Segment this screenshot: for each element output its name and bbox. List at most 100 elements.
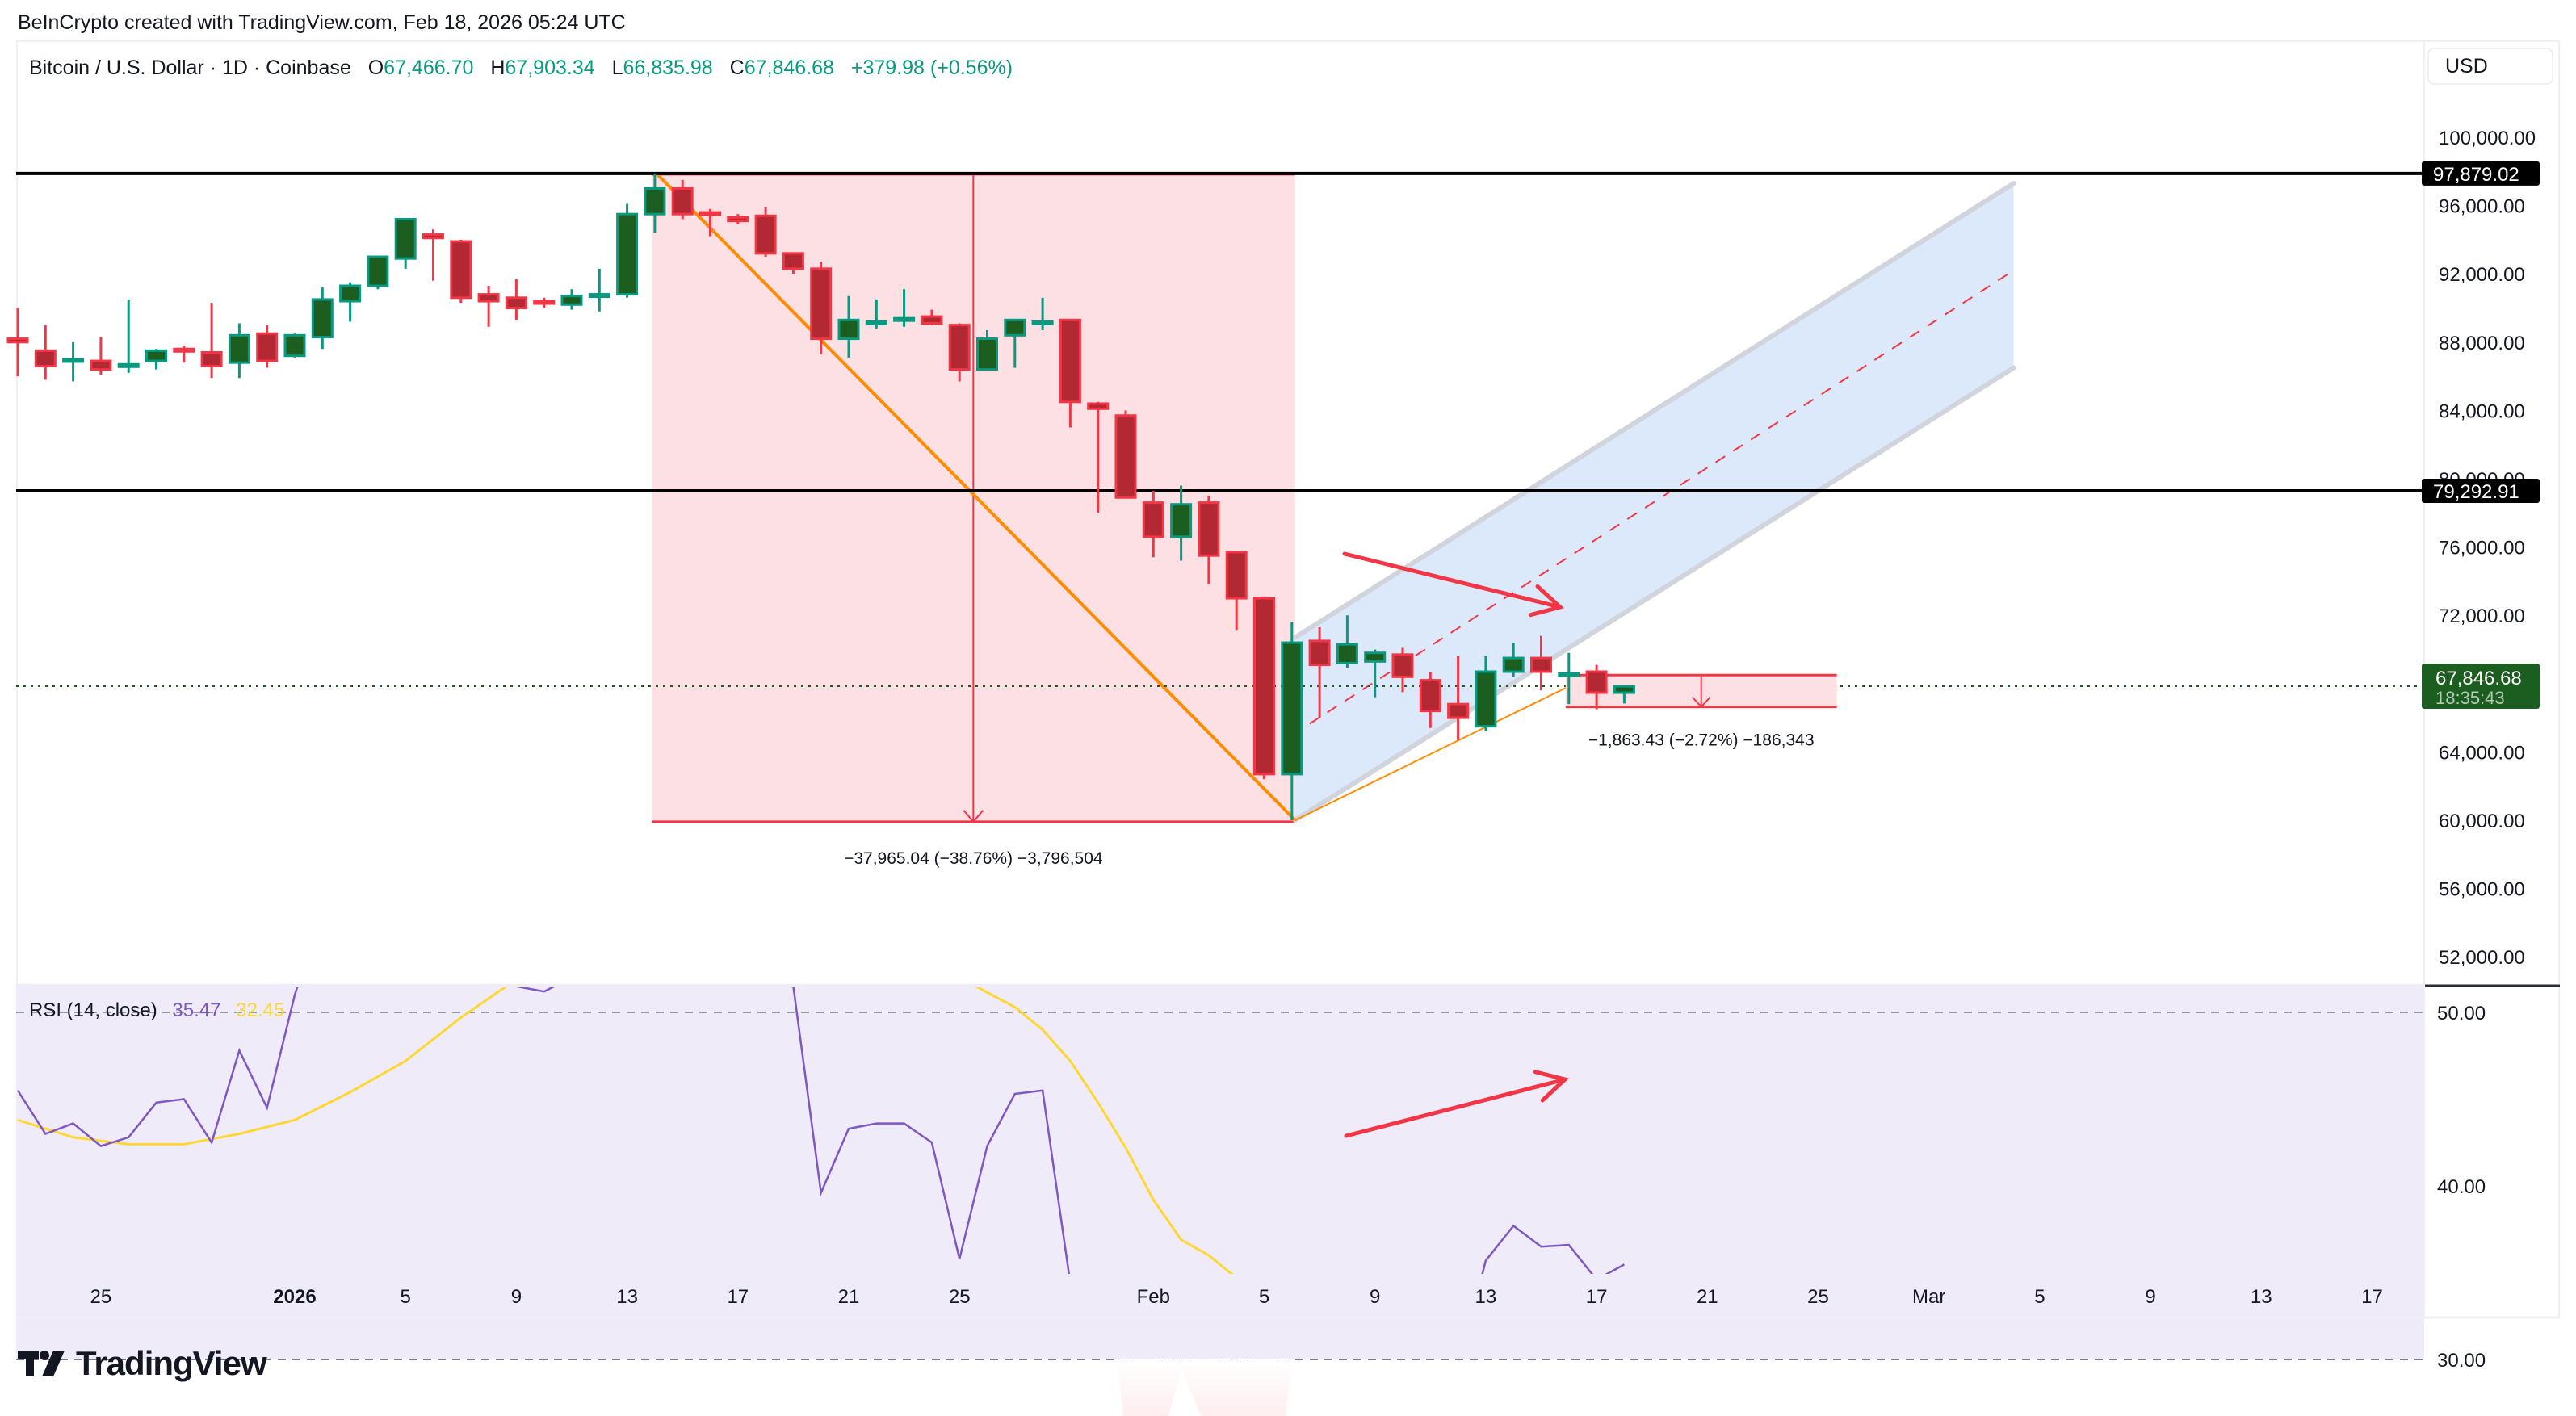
candle-body — [1253, 597, 1275, 776]
time-axis-tick: Mar — [1912, 1286, 1945, 1308]
price-axis-tick: 56,000.00 — [2439, 879, 2525, 901]
symbol-title[interactable]: Bitcoin / U.S. Dollar · 1D · Coinbase — [29, 57, 351, 79]
rsi-ma-value: 32.45 — [236, 999, 285, 1021]
rsi-line — [16, 987, 1625, 1274]
time-axis-tick: 13 — [1475, 1286, 1497, 1308]
candle-body — [1225, 551, 1248, 600]
candle-body — [976, 337, 998, 371]
candle-body — [1447, 702, 1470, 719]
candle-body — [533, 300, 556, 305]
price-level-tag-text: 97,879.02 — [2433, 164, 2519, 186]
time-axis-tick: 9 — [1370, 1286, 1380, 1308]
channel-lower-line[interactable] — [1292, 365, 2016, 823]
price-axis-tick: 52,000.00 — [2439, 947, 2525, 969]
rsi-pane[interactable] — [16, 700, 1625, 1416]
candle-body — [200, 350, 223, 367]
time-axis-tick: 25 — [1807, 1286, 1829, 1308]
candle-body — [1502, 656, 1525, 673]
candle-body — [117, 362, 140, 368]
price-axis-tick: 100,000.00 — [2439, 128, 2536, 149]
candle-body — [782, 252, 804, 270]
candle-body — [90, 359, 112, 371]
candle-body — [422, 233, 444, 240]
price-level-tag-text: 79,292.91 — [2433, 481, 2519, 503]
time-axis-tick: 21 — [1697, 1286, 1718, 1308]
candle-body — [505, 296, 527, 309]
candle-body — [450, 240, 472, 300]
candle-body — [699, 211, 721, 216]
candle-body — [339, 284, 362, 303]
time-axis-tick: 2026 — [273, 1286, 316, 1308]
candle-body — [477, 293, 500, 303]
rsi-axis-tick: 40.00 — [2437, 1176, 2486, 1198]
candle-body — [1613, 685, 1635, 694]
time-axis-tick: 5 — [2034, 1286, 2045, 1308]
time-axis-tick: 17 — [727, 1286, 749, 1308]
price-axis-tick: 88,000.00 — [2439, 333, 2525, 354]
candle-body — [865, 320, 887, 325]
price-level-tag[interactable] — [2422, 161, 2540, 186]
open-value: 67,466.70 — [384, 57, 474, 79]
rsi-axis-tick: 50.00 — [2437, 1003, 2486, 1024]
candle-body — [1142, 501, 1164, 538]
channel-upper-line[interactable] — [1292, 181, 2016, 640]
time-axis-tick: 25 — [949, 1286, 971, 1308]
time-axis-tick: 13 — [616, 1286, 638, 1308]
candle-body — [62, 358, 85, 363]
open-label: O — [367, 57, 384, 79]
candle-body — [727, 216, 749, 223]
recent-measure-label: −1,863.43 (−2.72%) −186,343 — [1588, 731, 1815, 750]
downtrend-line[interactable] — [655, 172, 1297, 822]
price-divergence-arrow-head — [1528, 584, 1565, 618]
candle-body — [1004, 318, 1026, 337]
candle-body — [1558, 672, 1580, 677]
tradingview-logo[interactable]: TradingView — [18, 1344, 267, 1383]
current-price-tag-text: 67,846.68 — [2435, 668, 2522, 689]
currency-button[interactable]: USD — [2427, 48, 2553, 85]
candle-body — [588, 293, 610, 299]
candle-body — [1059, 318, 1081, 404]
arrow-down-icon — [1691, 696, 1711, 709]
time-axis-tick: 13 — [2251, 1286, 2272, 1308]
rsi-divergence-arrow[interactable] — [1344, 1077, 1567, 1138]
time-axis-tick: 5 — [1259, 1286, 1269, 1308]
candle-body — [256, 332, 279, 362]
price-axis-tick: 84,000.00 — [2439, 400, 2525, 422]
candle-body — [1585, 670, 1608, 694]
rsi-label[interactable]: RSI (14, close) — [29, 999, 157, 1021]
price-axis-tick: 60,000.00 — [2439, 811, 2525, 832]
candle-body — [837, 318, 860, 341]
rsi-legend: RSI (14, close) 35.47 32.45 — [29, 999, 284, 1022]
candle-body — [1031, 320, 1054, 325]
uptrend-line[interactable] — [1294, 674, 1592, 821]
candle-body — [367, 255, 389, 287]
low-value: 66,835.98 — [623, 57, 713, 79]
change-value: +379.98 (+0.56%) — [850, 57, 1013, 79]
candle-body — [1198, 501, 1220, 557]
bar-countdown-text: 18:35:43 — [2435, 688, 2505, 708]
candlestick-series[interactable] — [6, 173, 1635, 820]
rsi-ma-line — [17, 987, 1234, 1274]
rsi-divergence-arrow-head — [1533, 1070, 1570, 1103]
price-level-tag[interactable] — [2422, 478, 2540, 503]
symbol-legend: Bitcoin / U.S. Dollar · 1D · Coinbase O6… — [29, 57, 1024, 80]
candle-body — [810, 267, 833, 341]
current-price-tag[interactable] — [2422, 664, 2540, 710]
close-label: C — [729, 57, 745, 79]
candle-body — [6, 337, 29, 344]
candle-body — [34, 349, 57, 367]
candle-body — [1336, 643, 1358, 664]
price-axis-tick: 92,000.00 — [2439, 264, 2525, 286]
rsi-axis-tick: 30.00 — [2437, 1350, 2486, 1372]
price-axis-tick: 64,000.00 — [2439, 742, 2525, 764]
time-axis-tick: 17 — [1586, 1286, 1608, 1308]
price-divergence-arrow[interactable] — [1342, 551, 1563, 610]
candle-body — [754, 214, 777, 255]
rsi-band-background — [16, 984, 2424, 1359]
time-axis-tick: Feb — [1137, 1286, 1170, 1308]
candle-body — [145, 349, 167, 362]
candle-body — [1281, 641, 1303, 776]
candle-body — [616, 212, 639, 296]
candle-body — [893, 316, 916, 322]
